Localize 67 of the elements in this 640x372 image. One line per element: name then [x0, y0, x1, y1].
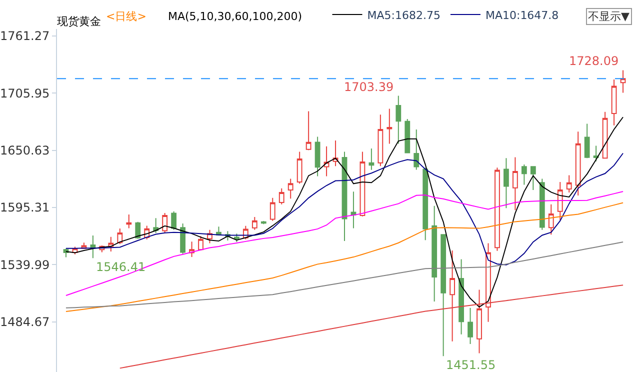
annotation: 1451.55 [446, 358, 496, 372]
candlestick [575, 131, 581, 196]
candlestick [611, 79, 617, 126]
candlestick [557, 182, 563, 221]
y-tick-label: 1650.63 [0, 144, 50, 158]
candlestick [117, 228, 123, 245]
y-tick-label: 1761.27 [0, 29, 50, 44]
candlestick [314, 136, 320, 177]
candlestick [530, 166, 536, 191]
candlestick [494, 167, 500, 252]
candlestick [198, 236, 204, 250]
candlestick [368, 148, 374, 170]
annotation: 1728.09 [569, 54, 619, 68]
chart-title: 现货黄金 [57, 15, 101, 28]
candlestick [180, 222, 186, 254]
annotation: 1703.39 [344, 80, 394, 94]
candlestick [584, 123, 590, 159]
candlestick [620, 70, 626, 94]
candlestick [342, 151, 348, 242]
candlestick [414, 128, 420, 170]
candlestick [378, 114, 384, 167]
candlestick [404, 118, 410, 154]
candlestick [270, 197, 276, 222]
candlestick [548, 204, 554, 236]
candlestick [458, 258, 464, 335]
candlestick [593, 145, 599, 162]
candlestick [306, 110, 312, 151]
candlestick [504, 158, 509, 209]
annotation: 1546.41 [96, 260, 146, 274]
line-series [65, 191, 624, 296]
candlestick [171, 210, 176, 230]
y-tick-label: 1539.99 [0, 258, 50, 272]
line-series [65, 241, 624, 308]
candlestick [278, 188, 284, 205]
candlestick [162, 212, 168, 234]
candlestick [324, 146, 330, 177]
candlestick [252, 216, 258, 230]
legend-label: MA5:1682.75 [367, 8, 440, 22]
text: 不显示▼ [588, 10, 630, 23]
line-series [65, 116, 624, 308]
candlestick [288, 178, 294, 200]
legend-label: MA10:1647.8 [485, 8, 559, 22]
text: <日线> [106, 10, 146, 23]
candlestick [512, 156, 518, 211]
candlestick [234, 233, 240, 242]
candlestick [135, 221, 141, 240]
candlestick [539, 178, 545, 230]
y-tick-label: 1705.95 [0, 86, 50, 100]
candlestick [521, 164, 527, 186]
candlestick [90, 235, 96, 259]
candlestick [476, 289, 482, 354]
candlestick [440, 234, 446, 357]
candlestick [396, 95, 402, 144]
candlestick [296, 151, 302, 184]
y-tick-label: 1595.31 [0, 200, 50, 215]
candlestick [422, 167, 428, 241]
candlestick [126, 214, 132, 229]
candlestick [386, 108, 392, 144]
candlestick [602, 111, 608, 159]
candlestick [153, 218, 159, 234]
y-tick-label: 1484.67 [0, 315, 50, 330]
candlestick [432, 205, 438, 302]
candlestick [350, 191, 356, 229]
line-series [65, 202, 624, 312]
candlestick [566, 174, 572, 194]
text: MA(5,10,30,60,100,200) [168, 10, 302, 23]
candlestick [468, 307, 473, 344]
